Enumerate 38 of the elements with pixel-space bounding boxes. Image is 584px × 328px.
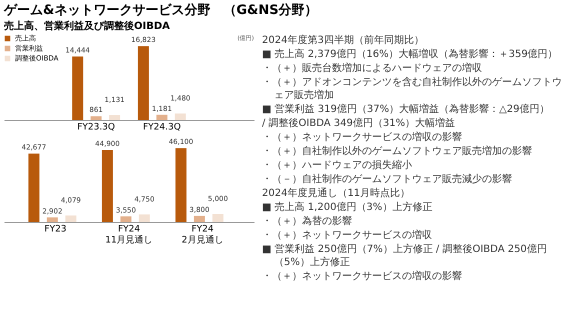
x-tick-label: FY24.3Q <box>142 122 181 132</box>
text: ・（＋）販売台数増加によるハードウェアの増収 <box>262 62 482 74</box>
text: ・（＋）ネットワークサービスの増収の影響 <box>262 270 462 282</box>
bar <box>90 116 102 120</box>
chart-subtitle: 売上高、営業利益及び調整後OIBDA <box>4 20 170 32</box>
bar <box>120 216 132 222</box>
text: ・（＋）アドオンコンテンツを含む自社制作以外のゲームソフトウェア販売増加 <box>262 76 562 101</box>
bar <box>174 114 186 120</box>
x-tick-label: FY23.3Q <box>77 122 116 132</box>
text: / 調整後OIBDA 349億円（31%）大幅増益 <box>262 117 456 129</box>
x-tick-label: FY23 <box>44 224 67 234</box>
text: ・（＋）ネットワークサービスの増収 <box>262 229 432 241</box>
text: ・（＋）為替の影響 <box>262 215 352 227</box>
bar <box>65 215 76 222</box>
bar <box>138 46 149 120</box>
chart-title: ゲーム&ネットワークサービス分野 （G&NS分野） <box>3 3 318 18</box>
text: 2024年度第3四半期（前年同期比） <box>262 34 424 46</box>
bar <box>46 217 58 222</box>
text: ■ 営業利益 319億円（37%）大幅増益（為替影響：△29億円） <box>262 103 550 115</box>
bar <box>138 214 150 222</box>
bar <box>212 214 224 222</box>
bar <box>72 56 84 120</box>
text: 2024年度見通し（11月時点比） <box>262 187 410 199</box>
x-tick-label: FY24 11月見通し <box>105 224 153 246</box>
text: ・（＋）ハードウェアの損失縮小 <box>262 159 412 171</box>
text: ・（＋）ネットワークサービスの増収の影響 <box>262 131 462 143</box>
bar <box>194 216 205 222</box>
text: ■ 営業利益 250億円（7%）上方修正 / 調整後OIBDA 250億円（5%）上方修正 <box>262 243 547 268</box>
bar <box>109 115 120 120</box>
x-tick-label: FY24 2月見通し <box>182 224 224 246</box>
text: ・（＋）自社制作以外のゲームソフトウェア販売増加の影響 <box>262 145 532 157</box>
bar <box>102 150 113 222</box>
bar <box>156 114 168 120</box>
bar <box>28 154 40 222</box>
text: ■ 売上高 1,200億円（3%）上方修正 <box>262 201 432 213</box>
bar <box>175 148 186 222</box>
text: ・（－）自社制作のゲームソフトウェア販売減少の影響 <box>262 173 512 185</box>
text: ■ 売上高 2,379億円（16%）大幅増収（為替影響：＋359億円） <box>262 48 558 60</box>
